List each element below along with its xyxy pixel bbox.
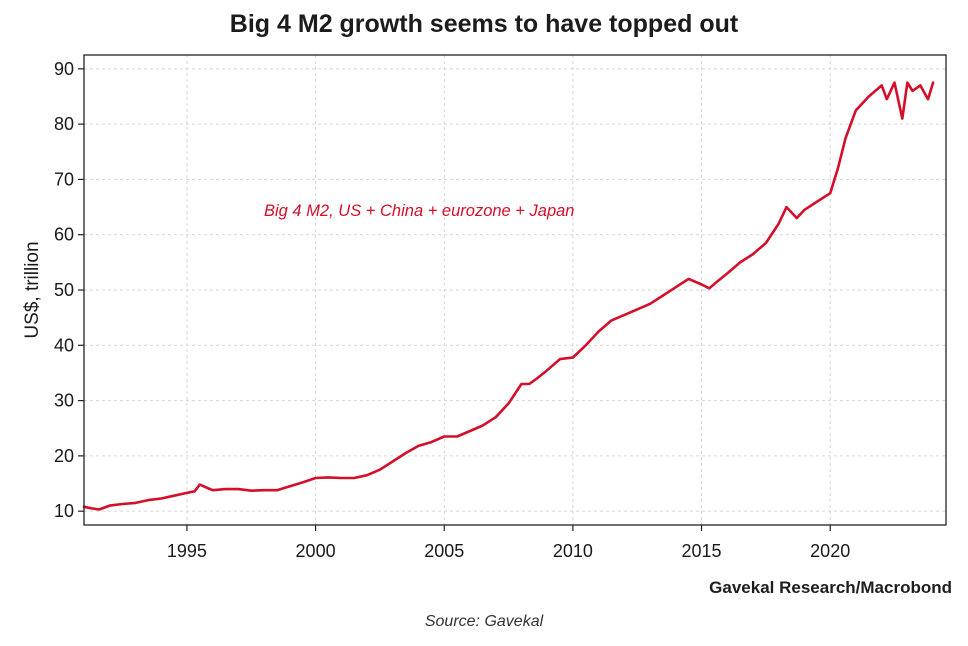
series-line (82, 81, 935, 511)
x-tick-label: 2000 (296, 541, 336, 561)
gridlines (84, 55, 946, 525)
y-tick-label: 80 (54, 114, 74, 134)
series-layer (82, 81, 935, 511)
y-axis-label: US$, trillion (22, 241, 43, 338)
x-tick-label: 2005 (424, 541, 464, 561)
credit-text: Gavekal Research/Macrobond (709, 578, 952, 597)
y-tick-label: 20 (54, 446, 74, 466)
y-tick-label: 90 (54, 59, 74, 79)
y-tick-label: 60 (54, 225, 74, 245)
y-tick-label: 70 (54, 169, 74, 189)
x-tick-label: 2010 (553, 541, 593, 561)
y-tick-label: 10 (54, 501, 74, 521)
y-tick-label: 50 (54, 280, 74, 300)
x-axis: 1995 2000 2005 2010 2015 2020 (167, 525, 850, 561)
y-tick-label: 30 (54, 391, 74, 411)
chart-title: Big 4 M2 growth seems to have topped out (229, 10, 739, 38)
y-tick-label: 40 (54, 335, 74, 355)
y-axis: 10 20 30 40 50 60 70 80 90 (54, 59, 84, 521)
x-tick-label: 1995 (167, 541, 207, 561)
source-note: Source: Gavekal (424, 613, 544, 630)
x-tick-label: 2020 (810, 541, 850, 561)
x-tick-label: 2015 (682, 541, 722, 561)
series-annotation: Big 4 M2, US + China + eurozone + Japan (264, 202, 575, 220)
